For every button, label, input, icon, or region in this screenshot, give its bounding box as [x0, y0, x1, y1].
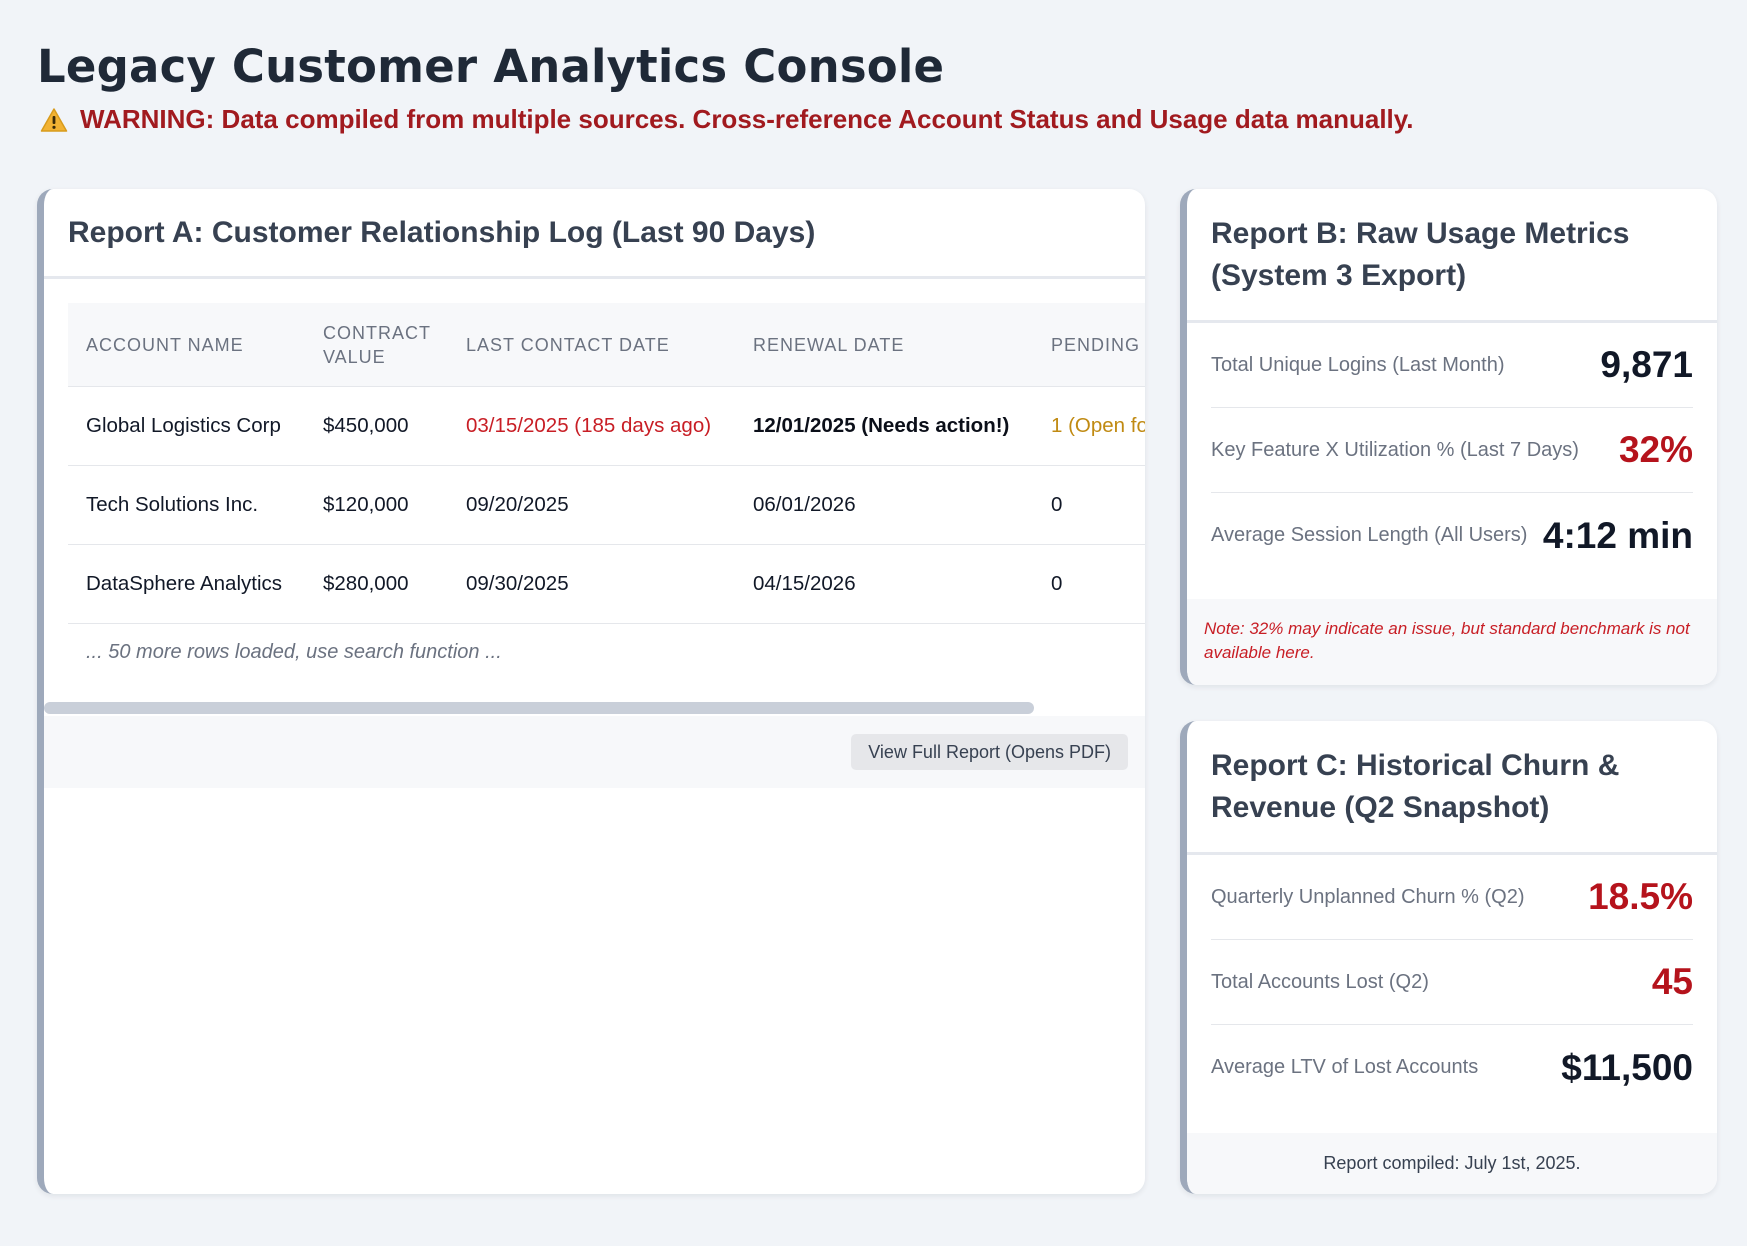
column-header[interactable]: PENDING: [1051, 334, 1141, 355]
metric-value: 4:12 min: [1542, 514, 1693, 556]
column-header[interactable]: ACCOUNT NAME: [86, 334, 244, 355]
table-row[interactable]: DataSphere Analytics $280,000 09/30/2025…: [68, 545, 1145, 624]
report-a-footer: View Full Report (Opens PDF): [44, 716, 1145, 788]
column-header[interactable]: LAST CONTACT DATE: [466, 334, 670, 355]
metric-label: Average Session Length (All Users): [1211, 524, 1528, 546]
pending-cell: 0: [1051, 572, 1063, 595]
pending-cell: 1 (Open fo: [1051, 414, 1145, 437]
warning-triangle-icon: [40, 107, 68, 133]
last-contact-cell: 09/30/2025: [466, 572, 569, 595]
view-full-report-button[interactable]: View Full Report (Opens PDF): [851, 734, 1128, 770]
scrollbar-thumb[interactable]: [44, 702, 1034, 714]
table-row[interactable]: Global Logistics Corp $450,000 03/15/202…: [68, 387, 1145, 466]
metric-row: Total Unique Logins (Last Month) 9,871: [1211, 323, 1693, 408]
report-b-card: Report B: Raw Usage Metrics (System 3 Ex…: [1180, 189, 1717, 685]
last-contact-cell: 03/15/2025 (185 days ago): [466, 414, 712, 437]
report-c-title: Report C: Historical Churn & Revenue (Q2…: [1187, 721, 1717, 855]
page-title: Legacy Customer Analytics Console: [37, 40, 945, 93]
column-header[interactable]: CONTRACT VALUE: [323, 322, 431, 367]
more-rows-hint: ... 50 more rows loaded, use search func…: [86, 640, 502, 663]
metric-value: 9,871: [1600, 344, 1693, 385]
metric-label: Average LTV of Lost Accounts: [1211, 1056, 1479, 1078]
report-a-card: Report A: Customer Relationship Log (Las…: [37, 189, 1145, 1194]
report-b-note: Note: 32% may indicate an issue, but sta…: [1187, 599, 1717, 685]
warning-banner: WARNING: Data compiled from multiple sou…: [40, 104, 1414, 135]
contract-value-cell: $450,000: [323, 414, 409, 437]
report-b-title: Report B: Raw Usage Metrics (System 3 Ex…: [1187, 189, 1717, 323]
metric-row: Average Session Length (All Users) 4:12 …: [1211, 493, 1693, 578]
report-c-card: Report C: Historical Churn & Revenue (Q2…: [1180, 721, 1717, 1194]
metric-label: Total Accounts Lost (Q2): [1211, 970, 1429, 993]
column-header[interactable]: RENEWAL DATE: [753, 334, 905, 355]
table-header-row: ACCOUNT NAME CONTRACT VALUE LAST CONTACT …: [68, 303, 1145, 387]
metric-value: $11,500: [1561, 1046, 1693, 1088]
metric-row: Average LTV of Lost Accounts $11,500: [1211, 1025, 1693, 1110]
table-row[interactable]: Tech Solutions Inc. $120,000 09/20/2025 …: [68, 466, 1145, 545]
contract-value-cell: $120,000: [323, 493, 409, 516]
report-a-title: Report A: Customer Relationship Log (Las…: [44, 189, 1145, 279]
renewal-date-cell: 12/01/2025 (Needs action!): [753, 414, 1010, 437]
account-name-cell: Global Logistics Corp: [86, 414, 281, 437]
metric-value: 45: [1651, 961, 1693, 1002]
metric-label: Total Unique Logins (Last Month): [1211, 353, 1505, 376]
warning-text: WARNING: Data compiled from multiple sou…: [80, 104, 1414, 134]
metric-row: Quarterly Unplanned Churn % (Q2) 18.5%: [1211, 855, 1693, 940]
customer-table[interactable]: ACCOUNT NAME CONTRACT VALUE LAST CONTACT …: [68, 303, 1145, 680]
account-name-cell: Tech Solutions Inc.: [86, 493, 259, 516]
metric-list: Total Unique Logins (Last Month) 9,871 K…: [1187, 323, 1717, 578]
renewal-date-cell: 04/15/2026: [753, 572, 856, 595]
pending-cell: 0: [1051, 493, 1063, 516]
metric-row: Key Feature X Utilization % (Last 7 Days…: [1211, 408, 1693, 493]
report-c-footer: Report compiled: July 1st, 2025.: [1187, 1133, 1717, 1194]
metric-label: Key Feature X Utilization % (Last 7 Days…: [1211, 438, 1579, 461]
metric-value: 32%: [1618, 429, 1693, 470]
account-name-cell: DataSphere Analytics: [86, 572, 283, 595]
metric-label: Quarterly Unplanned Churn % (Q2): [1211, 885, 1525, 908]
metric-row: Total Accounts Lost (Q2) 45: [1211, 940, 1693, 1025]
last-contact-cell: 09/20/2025: [466, 493, 569, 516]
metric-list: Quarterly Unplanned Churn % (Q2) 18.5% T…: [1187, 855, 1717, 1110]
metric-value: 18.5%: [1588, 876, 1693, 917]
renewal-date-cell: 06/01/2026: [753, 493, 856, 516]
contract-value-cell: $280,000: [323, 572, 409, 595]
horizontal-scrollbar[interactable]: [44, 702, 1145, 714]
